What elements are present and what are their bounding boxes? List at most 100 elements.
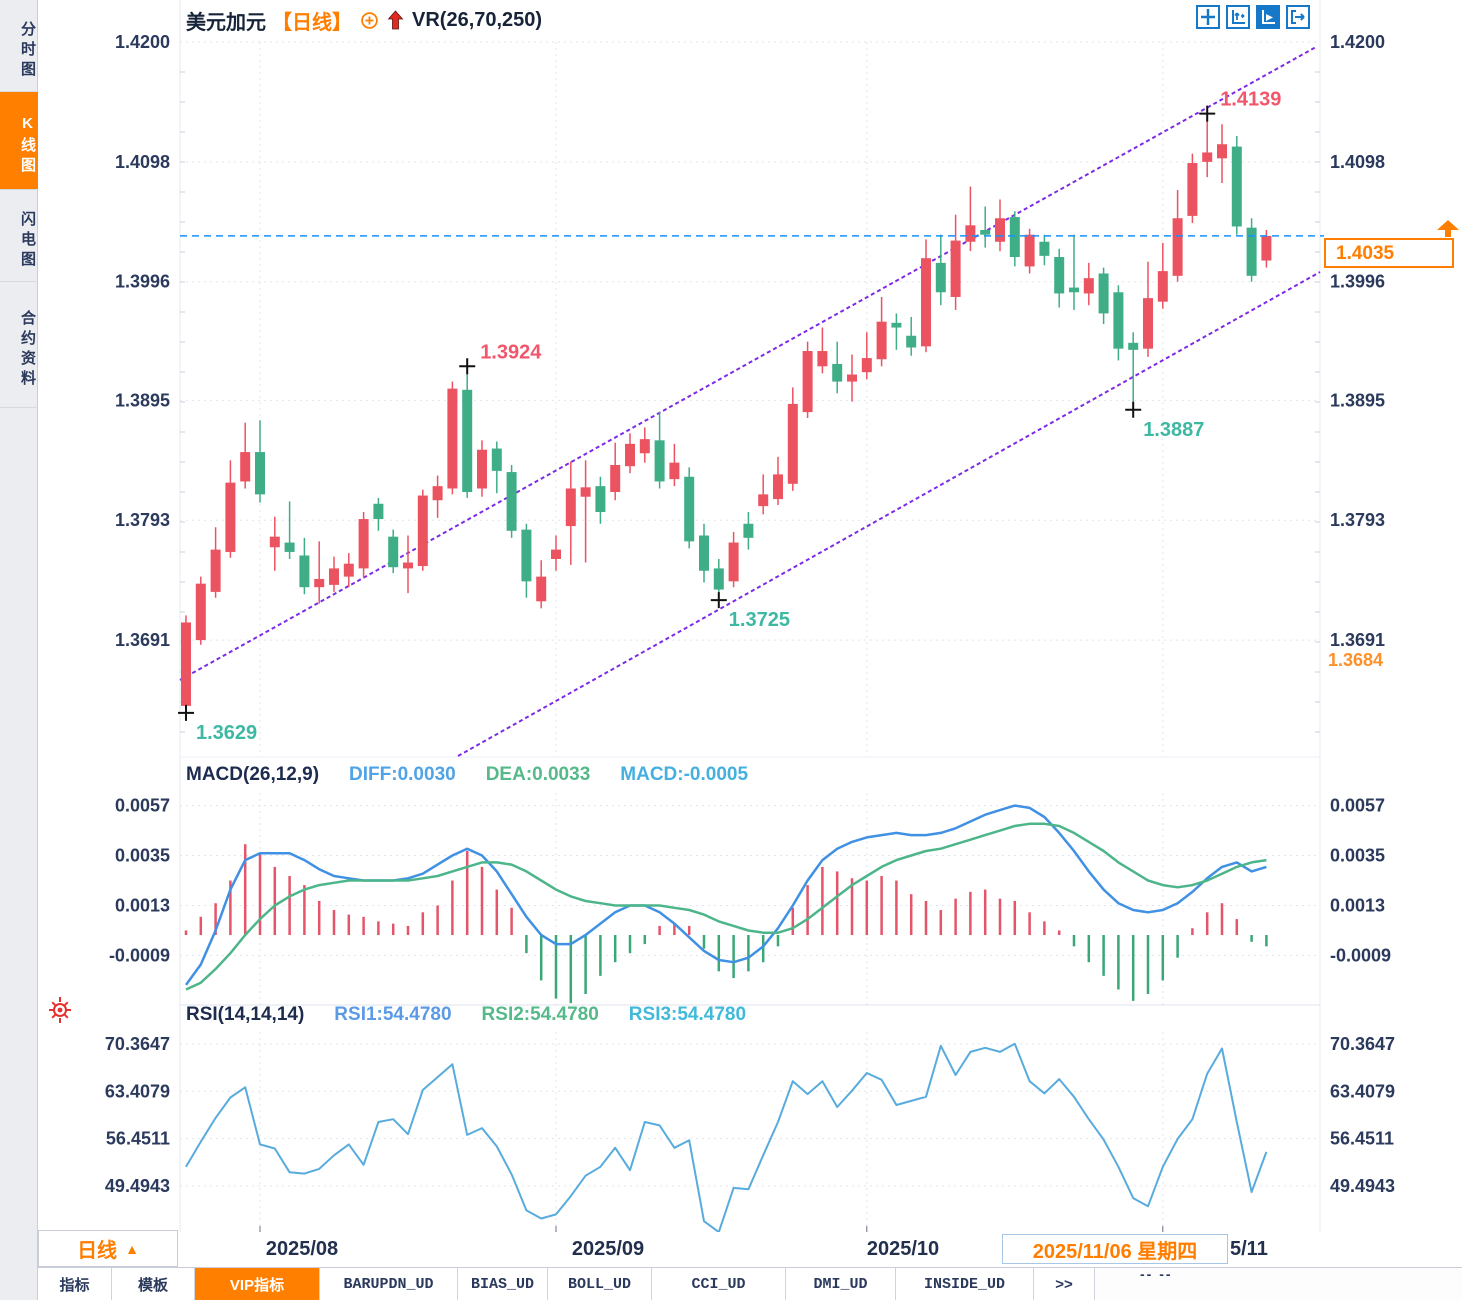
placeholder-dashes: -- -- [1140, 1266, 1173, 1282]
candle [1039, 234, 1050, 266]
y-axis-label: 0.0035 [1330, 846, 1385, 866]
swing-cross-marker [1199, 105, 1216, 122]
macd-dea-value: DEA:0.0033 [485, 764, 591, 785]
axis-pointer-icon[interactable] [1256, 5, 1280, 29]
candle [1202, 113, 1213, 178]
candle [284, 501, 295, 559]
tab-BIAS_UD[interactable]: BIAS_UD [458, 1268, 548, 1300]
candle [551, 535, 561, 571]
crosshair-icon[interactable] [1196, 5, 1220, 29]
rsi-header: RSI(14,14,14) RSI1:54.4780 RSI2:54.4780 … [186, 1004, 746, 1026]
candle [269, 516, 280, 571]
candle [1069, 234, 1079, 310]
indicator-settings-sun-icon[interactable] [45, 993, 75, 1032]
candle [595, 476, 606, 524]
candle [1231, 136, 1242, 235]
y-axis-label: 63.4079 [1330, 1081, 1395, 1101]
candle [225, 460, 236, 558]
crosshair-date-tooltip: 2025/11/06 星期四 [1002, 1234, 1228, 1264]
tab-BARUPDN_UD[interactable]: BARUPDN_UD [320, 1268, 458, 1300]
swing-cross-marker [178, 704, 194, 721]
swing-cross-marker [459, 358, 476, 375]
candle [684, 467, 695, 549]
vr-indicator-label[interactable]: VR(26,70,250) [412, 8, 543, 31]
candle [1143, 261, 1153, 357]
candle [432, 475, 443, 518]
candle [773, 456, 783, 505]
exit-right-icon[interactable] [1286, 5, 1310, 29]
candle [1098, 267, 1109, 324]
candle [802, 341, 813, 418]
candle [891, 313, 902, 350]
y-axis-label: 70.3647 [1330, 1034, 1395, 1054]
sidebar-item-1[interactable]: 分时图 [0, 0, 38, 92]
tab-CCI_UD[interactable]: CCI_UD [652, 1268, 786, 1300]
rsi-title[interactable]: RSI(14,14,14) [186, 1004, 305, 1025]
period-selector-label: 日线 [77, 1240, 118, 1262]
tab-BOLL_UD[interactable]: BOLL_UD [548, 1268, 652, 1300]
tab-VIP指标[interactable]: VIP指标 [195, 1268, 320, 1300]
candle [847, 354, 857, 402]
candle [373, 497, 384, 531]
tab-指标[interactable]: 指标 [38, 1268, 112, 1300]
y-axis-label: -0.0009 [109, 945, 170, 965]
candle [181, 615, 191, 713]
swing-price-label: 1.3725 [729, 609, 790, 631]
y-axis-label: 0.0013 [1330, 895, 1385, 915]
red-up-arrow-icon [387, 9, 404, 31]
tab-INSIDE_UD[interactable]: INSIDE_UD [896, 1268, 1034, 1300]
candle [447, 381, 458, 495]
sidebar-item-4[interactable]: 合约资料 [0, 282, 38, 408]
swing-cross-marker [1125, 401, 1142, 418]
candle [610, 442, 621, 501]
candle [462, 366, 473, 498]
sidebar-item-3[interactable]: 闪电图 [0, 190, 38, 282]
candle [787, 387, 798, 491]
y-axis-label: 0.0057 [115, 796, 170, 816]
candle [521, 523, 532, 598]
macd-title[interactable]: MACD(26,12,9) [186, 764, 320, 785]
candle [358, 512, 369, 578]
y-axis-label: 1.4200 [115, 32, 170, 52]
candle [388, 529, 399, 574]
circle-plus-icon[interactable] [360, 11, 379, 30]
chart-canvas[interactable]: 1.3629 1.3924 1.3725 1.3887 1.4139 1.4200 1.42… [0, 0, 1462, 1232]
sidebar-item-2[interactable]: K线图 [0, 92, 38, 190]
period-selector-arrow-icon: ▲ [125, 1240, 139, 1257]
period-selector[interactable]: 日线 ▲ [38, 1230, 178, 1267]
period-tag[interactable]: 【日线】 [272, 11, 352, 34]
x-axis-month-label: 2025/08 [265, 1238, 339, 1260]
swing-cross-marker [710, 592, 727, 609]
symbol-name: 美元加元 [186, 11, 266, 34]
candle [625, 433, 635, 474]
candle [1083, 262, 1094, 306]
y-axis-label: 1.3691 [1330, 630, 1385, 650]
tab-DMI_UD[interactable]: DMI_UD [786, 1268, 896, 1300]
candle [506, 465, 517, 538]
y-axis-label: 1.3895 [1330, 390, 1385, 410]
candle [403, 535, 413, 594]
y-axis-label: 0.0035 [115, 846, 170, 866]
y-axis-label: 1.3996 [1330, 272, 1385, 292]
sidebar: 分时图 K线图 闪电图 合约资料 [0, 0, 38, 1300]
candle [1128, 332, 1139, 410]
axis-range-icon[interactable] [1226, 5, 1250, 29]
candle [580, 460, 591, 563]
rsi-line [185, 1042, 1268, 1232]
candle [491, 441, 502, 494]
current-price-box: 1.4035 [1324, 238, 1454, 268]
macd-header: MACD(26,12,9) DIFF:0.0030 DEA:0.0033 MAC… [186, 764, 748, 786]
price-up-marker-icon [1437, 220, 1459, 242]
trend-channel-line [179, 46, 1317, 681]
tabs-more-button[interactable]: >> [1034, 1268, 1095, 1300]
x-axis-month-label-partial: 5/11 [1230, 1238, 1268, 1260]
candle [565, 461, 576, 565]
tab-模板[interactable]: 模板 [112, 1268, 195, 1300]
candle [1246, 218, 1257, 282]
candle [950, 214, 961, 310]
candle [195, 576, 206, 645]
y-axis-label: 1.3793 [115, 510, 170, 530]
candle [906, 316, 917, 356]
candle [343, 553, 354, 588]
macd-dea-line [185, 822, 1267, 991]
